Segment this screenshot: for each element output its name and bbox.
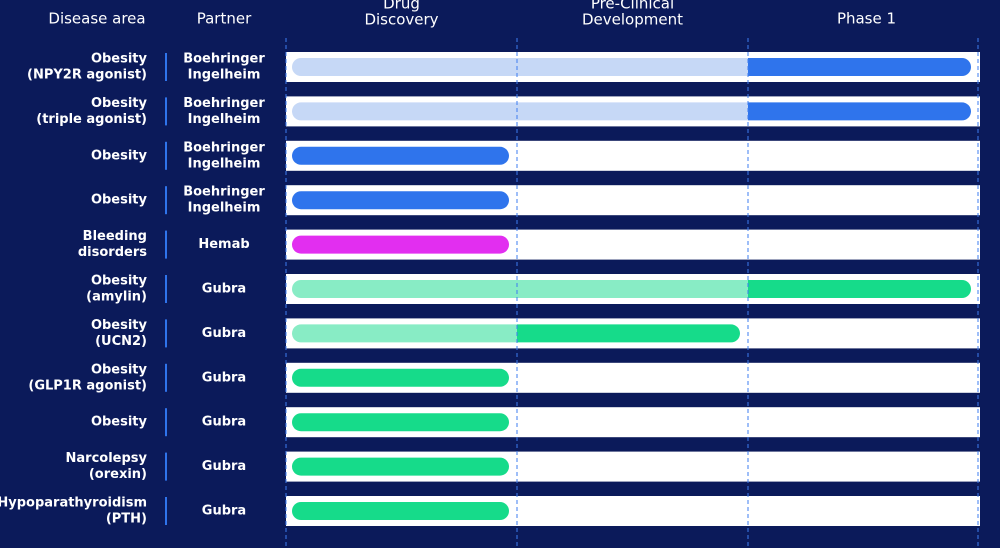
disease-label: disorders bbox=[78, 245, 147, 260]
disease-label: Obesity bbox=[91, 52, 148, 67]
progress-bar bbox=[748, 102, 972, 121]
disease-label: (triple agonist) bbox=[36, 112, 147, 127]
progress-bar-past bbox=[292, 58, 748, 76]
partner-label: Hemab bbox=[198, 237, 249, 252]
header-phase: Development bbox=[582, 11, 683, 29]
progress-bar bbox=[748, 280, 971, 298]
partner-label: Gubra bbox=[202, 326, 246, 341]
disease-label: Obesity bbox=[91, 274, 148, 289]
disease-label: Obesity bbox=[91, 193, 148, 208]
progress-bar bbox=[292, 191, 509, 210]
partner-label: Boehringer bbox=[183, 96, 265, 111]
disease-label: (UCN2) bbox=[95, 334, 147, 349]
disease-label: (orexin) bbox=[89, 467, 147, 482]
partner-label: Boehringer bbox=[183, 52, 265, 67]
progress-bar-past bbox=[292, 324, 517, 343]
partner-label: Ingelheim bbox=[188, 112, 261, 127]
disease-label: Obesity bbox=[91, 318, 148, 333]
header-phase: Discovery bbox=[364, 11, 438, 29]
disease-label: Bleeding bbox=[83, 229, 147, 244]
progress-bar-past bbox=[292, 280, 748, 298]
disease-label: Obesity bbox=[91, 148, 148, 163]
header-disease: Disease area bbox=[48, 10, 145, 28]
progress-bar bbox=[292, 457, 509, 476]
partner-label: Gubra bbox=[202, 282, 246, 297]
disease-label: (NPY2R agonist) bbox=[27, 68, 147, 83]
disease-label: Obesity bbox=[91, 415, 148, 430]
partner-label: Ingelheim bbox=[188, 201, 261, 216]
progress-bar-past bbox=[292, 102, 748, 121]
partner-label: Gubra bbox=[202, 415, 246, 430]
partner-label: Gubra bbox=[202, 459, 246, 474]
disease-label: Hypoparathyroidism bbox=[0, 496, 147, 511]
header-phase: Phase 1 bbox=[837, 10, 896, 28]
progress-bar bbox=[292, 502, 509, 520]
header-phase: Pre-Clinical bbox=[591, 0, 674, 13]
disease-label: Narcolepsy bbox=[66, 451, 148, 466]
progress-bar bbox=[292, 413, 509, 432]
disease-label: (amylin) bbox=[86, 290, 147, 305]
partner-label: Gubra bbox=[202, 504, 246, 519]
progress-bar bbox=[292, 146, 509, 165]
partner-label: Gubra bbox=[202, 370, 246, 385]
partner-label: Boehringer bbox=[183, 185, 265, 200]
partner-label: Boehringer bbox=[183, 140, 265, 155]
progress-bar bbox=[517, 324, 740, 343]
progress-bar bbox=[748, 58, 971, 76]
partner-label: Ingelheim bbox=[188, 156, 261, 171]
disease-label: (GLP1R agonist) bbox=[28, 378, 147, 393]
progress-bar bbox=[292, 235, 509, 254]
disease-label: Obesity bbox=[91, 96, 148, 111]
header-phase: Drug bbox=[383, 0, 420, 13]
disease-label: Obesity bbox=[91, 362, 148, 377]
header-partner: Partner bbox=[197, 10, 252, 28]
disease-label: (PTH) bbox=[106, 512, 147, 527]
partner-label: Ingelheim bbox=[188, 68, 261, 83]
progress-bar bbox=[292, 368, 509, 387]
